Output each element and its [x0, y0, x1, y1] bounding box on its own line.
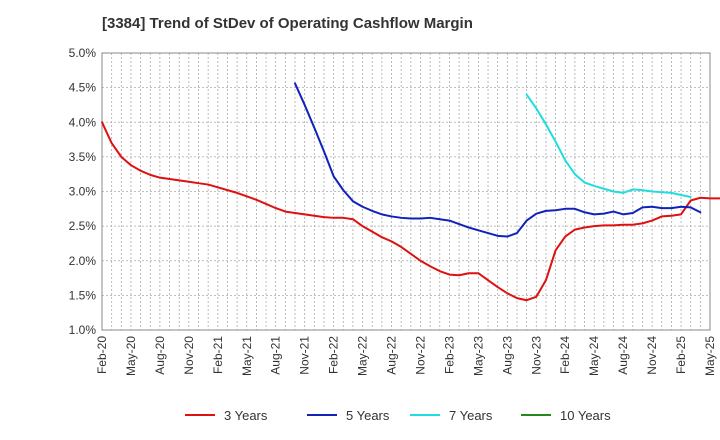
- y-tick-label: 3.0%: [69, 185, 97, 199]
- x-tick-label: Aug-20: [153, 336, 167, 375]
- x-tick-label: Feb-25: [674, 336, 688, 374]
- x-tick-label: Nov-20: [182, 336, 196, 375]
- x-tick-label: May-20: [124, 336, 138, 376]
- x-tick-label: May-22: [356, 336, 370, 376]
- x-tick-label: Feb-24: [558, 336, 572, 374]
- series-layer: [101, 82, 720, 302]
- legend-label-3-years: 3 Years: [224, 408, 268, 423]
- y-tick-label: 3.5%: [69, 150, 97, 164]
- x-tick-label: Feb-22: [327, 336, 341, 374]
- x-tick-label: May-23: [471, 336, 485, 376]
- legend-label-7-years: 7 Years: [449, 408, 493, 423]
- y-tick-label: 1.5%: [69, 288, 97, 302]
- legend: 3 Years 5 Years 7 Years 10 Years: [185, 408, 611, 423]
- series-line-3-years: [101, 121, 720, 302]
- x-tick-label: May-25: [703, 336, 717, 376]
- x-tick-label: Aug-23: [500, 336, 514, 375]
- y-tick-label: 5.0%: [69, 46, 97, 60]
- x-axis: Feb-20 May-20 Aug-20 Nov-20 Feb-21 May-21 Aug-…: [95, 336, 717, 376]
- legend-label-5-years: 5 Years: [346, 408, 390, 423]
- x-tick-label: Feb-23: [442, 336, 456, 374]
- x-tick-label: Feb-21: [211, 336, 225, 374]
- y-tick-label: 1.0%: [69, 323, 97, 337]
- y-tick-label: 2.0%: [69, 254, 97, 268]
- y-tick-label: 4.0%: [69, 115, 97, 129]
- plot-frame: [101, 52, 711, 331]
- legend-label-10-years: 10 Years: [560, 408, 611, 423]
- grid-layer: [102, 53, 710, 330]
- x-tick-label: Aug-24: [616, 336, 630, 375]
- x-tick-label: Nov-21: [298, 336, 312, 375]
- series-line-7-years: [525, 93, 692, 199]
- x-tick-label: Aug-21: [269, 336, 283, 375]
- x-tick-label: May-24: [587, 336, 601, 376]
- x-tick-label: Nov-23: [529, 336, 543, 375]
- x-tick-label: Nov-22: [413, 336, 427, 375]
- y-axis: 1.0% 1.5% 2.0% 2.5% 3.0% 3.5% 4.0% 4.5% 5.0%: [69, 46, 97, 337]
- y-tick-label: 4.5%: [69, 81, 97, 95]
- x-tick-label: Aug-22: [385, 336, 399, 375]
- series-line-5-years: [294, 82, 702, 238]
- y-tick-label: 2.5%: [69, 219, 97, 233]
- chart-title: [3384] Trend of StDev of Operating Cashf…: [102, 15, 473, 32]
- x-tick-label: Feb-20: [95, 336, 109, 374]
- x-tick-label: Nov-24: [645, 336, 659, 375]
- x-tick-label: May-21: [240, 336, 254, 376]
